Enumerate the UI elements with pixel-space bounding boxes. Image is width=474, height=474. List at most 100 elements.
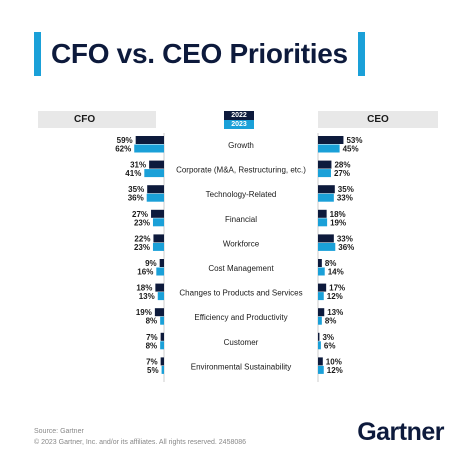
category-label: Corporate (M&A, Restructuring, etc.) xyxy=(176,166,306,175)
cfo-2023-bar xyxy=(152,242,164,251)
ceo-2023-value: 27% xyxy=(334,169,350,178)
ceo-2023-value: 19% xyxy=(330,218,346,227)
ceo-2022-bar xyxy=(318,332,320,341)
cfo-2023-bar xyxy=(152,218,164,227)
category-label: Workforce xyxy=(223,239,260,248)
ceo-2023-bar xyxy=(318,242,336,251)
cfo-2022-value: 7% xyxy=(146,357,158,366)
cfo-2023-bar xyxy=(146,193,164,202)
legend: 2022 2023 xyxy=(224,111,254,129)
cfo-2022-bar xyxy=(149,160,164,169)
ceo-2023-value: 45% xyxy=(343,145,359,154)
cfo-2022-value: 31% xyxy=(130,161,146,170)
ceo-2022-value: 8% xyxy=(325,259,337,268)
ceo-2023-bar xyxy=(318,292,324,301)
category-label: Technology-Related xyxy=(206,190,277,199)
cfo-2022-value: 18% xyxy=(136,284,152,293)
cfo-2023-value: 8% xyxy=(146,341,158,350)
cfo-header: CFO xyxy=(38,111,156,128)
ceo-2023-bar xyxy=(318,144,340,153)
cfo-2022-value: 59% xyxy=(117,136,133,145)
category-label: Efficiency and Productivity xyxy=(194,313,287,322)
cfo-2022-value: 7% xyxy=(146,333,158,342)
ceo-2023-bar xyxy=(318,169,331,178)
ceo-2022-bar xyxy=(318,259,322,267)
ceo-2023-value: 12% xyxy=(327,366,343,375)
ceo-2022-bar xyxy=(318,136,344,144)
cfo-2022-value: 27% xyxy=(132,210,148,219)
cfo-2022-bar xyxy=(147,185,164,194)
cfo-2022-value: 35% xyxy=(128,185,144,194)
ceo-2023-bar xyxy=(318,341,321,350)
ceo-2022-bar xyxy=(318,185,335,194)
category-label: Growth xyxy=(228,141,254,150)
cfo-2023-bar xyxy=(157,292,164,301)
category-label: Financial xyxy=(225,215,257,224)
category-label: Cost Management xyxy=(208,264,274,273)
cfo-2022-value: 19% xyxy=(136,308,152,317)
ceo-2023-bar xyxy=(318,365,324,374)
ceo-2023-bar xyxy=(318,193,334,202)
ceo-2023-bar xyxy=(318,316,322,325)
title-right-bar xyxy=(357,32,365,76)
gartner-logo: Gartner xyxy=(357,418,444,446)
ceo-2023-bar xyxy=(318,218,328,227)
title-block: CFO vs. CEO Priorities xyxy=(34,32,365,76)
ceo-2022-bar xyxy=(318,357,323,366)
ceo-2022-bar xyxy=(318,209,327,218)
ceo-2022-value: 28% xyxy=(334,161,350,170)
cfo-2023-bar xyxy=(156,267,164,276)
cfo-2022-bar xyxy=(154,308,164,317)
legend-2023: 2023 xyxy=(224,120,254,129)
cfo-2023-value: 62% xyxy=(115,145,131,154)
category-label: Customer xyxy=(224,338,259,347)
ceo-2022-value: 33% xyxy=(337,234,353,243)
cfo-2023-bar xyxy=(134,144,164,153)
category-label: Environmental Sustainability xyxy=(191,362,292,371)
cfo-2023-bar xyxy=(144,169,164,178)
ceo-2022-bar xyxy=(318,308,325,317)
title-left-bar xyxy=(34,32,41,76)
ceo-2023-bar xyxy=(318,267,325,276)
cfo-2023-bar xyxy=(160,316,164,325)
ceo-2023-value: 8% xyxy=(325,317,337,326)
cfo-2023-value: 23% xyxy=(134,218,150,227)
ceo-2022-bar xyxy=(318,160,332,169)
cfo-2023-bar xyxy=(161,365,164,374)
ceo-2022-value: 17% xyxy=(329,284,345,293)
cfo-2023-value: 36% xyxy=(128,194,144,203)
ceo-2023-value: 33% xyxy=(337,194,353,203)
ceo-2022-value: 10% xyxy=(326,357,342,366)
cfo-2023-value: 8% xyxy=(146,317,158,326)
cfo-2022-bar xyxy=(160,332,164,341)
source-note: Source: Gartner xyxy=(34,428,84,435)
ceo-2022-value: 35% xyxy=(338,185,354,194)
ceo-2022-bar xyxy=(318,234,334,243)
ceo-2023-value: 6% xyxy=(324,341,336,350)
ceo-2023-value: 36% xyxy=(338,243,354,252)
legend-2022: 2022 xyxy=(224,111,254,120)
cfo-2022-bar xyxy=(155,283,164,292)
cfo-2022-value: 22% xyxy=(134,234,150,243)
ceo-2022-value: 18% xyxy=(330,210,346,219)
cfo-2023-value: 13% xyxy=(139,292,155,301)
ceo-2022-value: 13% xyxy=(327,308,343,317)
cfo-2023-value: 16% xyxy=(137,268,153,277)
cfo-2023-value: 5% xyxy=(147,366,159,375)
ceo-2022-bar xyxy=(318,283,327,292)
copyright-note: © 2023 Gartner, Inc. and/or its affiliat… xyxy=(34,439,247,446)
cfo-2022-bar xyxy=(151,209,164,218)
cfo-2023-value: 23% xyxy=(134,243,150,252)
cfo-2022-bar xyxy=(153,234,164,243)
ceo-2022-value: 53% xyxy=(346,136,362,145)
cfo-2022-bar xyxy=(135,136,164,144)
ceo-header: CEO xyxy=(318,111,438,128)
ceo-2023-value: 14% xyxy=(328,268,344,277)
cfo-2022-value: 9% xyxy=(145,259,157,268)
cfo-2023-value: 41% xyxy=(125,169,141,178)
cfo-2023-bar xyxy=(160,341,164,350)
ceo-2022-value: 3% xyxy=(322,333,334,342)
cfo-2022-bar xyxy=(160,357,164,366)
cfo-2022-bar xyxy=(159,259,164,267)
